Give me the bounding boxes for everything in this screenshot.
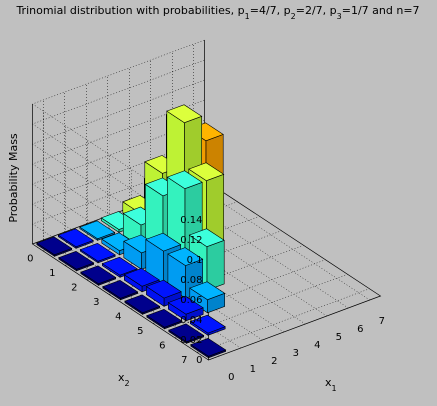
- bar-top-face: [58, 250, 95, 270]
- z-tick-label: 0.08: [180, 275, 202, 286]
- bar-top-face: [79, 220, 116, 240]
- x-tick-label: 7: [379, 316, 385, 327]
- x-tick-label: 6: [357, 324, 363, 335]
- y-tick-label: 5: [137, 326, 143, 337]
- bar: [57, 228, 94, 249]
- bar: [146, 308, 183, 330]
- bar-top-face: [80, 265, 117, 285]
- bar-top-face: [146, 308, 183, 328]
- bar-top-face: [188, 162, 225, 182]
- z-tick-label: 0.02: [180, 335, 202, 346]
- bar-top-face: [167, 247, 204, 266]
- y-tick-label: 3: [93, 297, 99, 308]
- bar-top-face: [188, 228, 225, 248]
- y-tick-label: 1: [49, 268, 55, 279]
- bar-top-face: [167, 295, 204, 315]
- bar-top-face: [36, 236, 73, 256]
- z-tick-label: 0.04: [180, 315, 202, 326]
- bar-top-face: [168, 323, 205, 343]
- bar: [102, 279, 139, 301]
- floor-gridline-y: [197, 288, 370, 353]
- bar-top-face: [166, 104, 203, 124]
- bar-top-face: [145, 279, 182, 299]
- bar: [167, 295, 204, 322]
- z-tick-label: 0.14: [180, 215, 202, 226]
- bar-top-face: [124, 294, 161, 314]
- floor-gridline-x: [172, 191, 349, 309]
- floor-gridline-x: [150, 199, 327, 317]
- bar: [123, 267, 160, 293]
- bar: [80, 265, 117, 286]
- axis-box: [204, 40, 382, 361]
- y-tick-label: 2: [71, 282, 77, 293]
- bar: [190, 337, 227, 359]
- bar-top-face: [145, 232, 182, 252]
- z-tick-label: 0.1: [187, 255, 203, 266]
- bar-top-face: [189, 314, 226, 334]
- y-tick-label: 0: [27, 253, 33, 264]
- bar-top-face: [189, 281, 226, 301]
- bar-top-face: [57, 228, 94, 248]
- z-tick-label: 0.12: [180, 235, 202, 246]
- y-tick-label: 6: [159, 340, 165, 351]
- z-tick-label: 0.06: [180, 295, 202, 306]
- bar-top-face: [102, 279, 139, 299]
- bar: [36, 236, 73, 257]
- x-tick-label: 1: [250, 364, 256, 375]
- floor-gridline-x: [43, 239, 220, 357]
- x-tick-label: 4: [314, 340, 320, 351]
- z-axis-label: Probability Mass: [7, 133, 20, 223]
- chart-title: Trinomial distribution with probabilitie…: [15, 4, 419, 21]
- bar: [58, 250, 95, 272]
- y-tick-label: 7: [181, 355, 187, 366]
- bar-top-face: [101, 256, 138, 276]
- x-tick-label: 0: [228, 372, 234, 383]
- bar: [168, 323, 205, 344]
- tick-layer: 00.020.040.060.080.10.120.14012345670123…: [27, 215, 385, 383]
- bars-layer: [36, 104, 227, 359]
- bar-top-face: [166, 170, 203, 190]
- z-tick-label: 0: [196, 355, 202, 366]
- floor-gridline-x: [193, 183, 370, 301]
- x-tick-label: 5: [336, 332, 342, 343]
- bar: [79, 220, 116, 241]
- y-tick-label: 4: [115, 311, 121, 322]
- bar-top-face: [123, 267, 160, 287]
- bar-top-face: [190, 337, 227, 357]
- bar: [189, 281, 226, 314]
- x-tick-label: 2: [271, 356, 277, 367]
- y-axis-label: x2: [118, 371, 130, 388]
- bar: [79, 242, 116, 264]
- bar: [189, 314, 226, 336]
- x-axis-label: x1: [325, 376, 337, 393]
- bar-top-face: [79, 242, 116, 262]
- bar-front-face: [206, 239, 225, 291]
- bar: [124, 294, 161, 315]
- x-tick-label: 3: [293, 348, 299, 359]
